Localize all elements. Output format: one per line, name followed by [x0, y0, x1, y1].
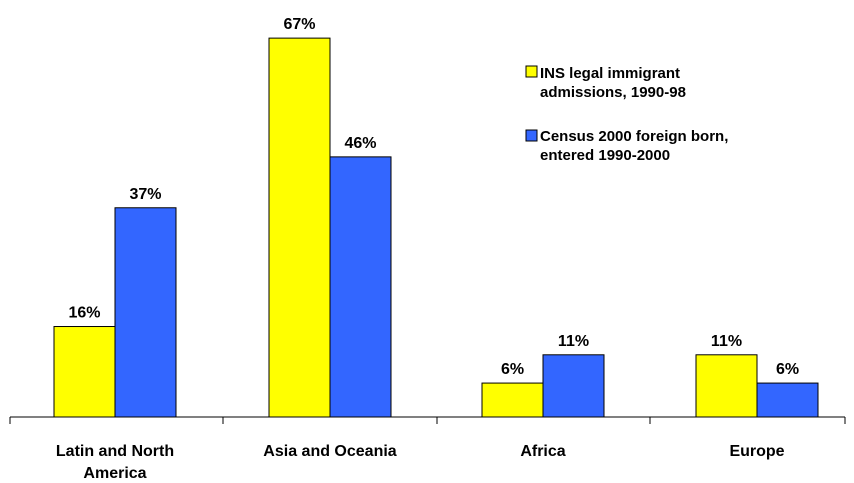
data-label-census-0: 37% — [129, 186, 161, 203]
legend-label-census: Census 2000 foreign born, entered 1990-20… — [540, 128, 728, 164]
data-label-ins-2: 6% — [501, 361, 524, 378]
legend-swatch-ins — [525, 65, 538, 78]
bar-census-0 — [114, 207, 177, 418]
data-label-census-2: 11% — [558, 333, 589, 350]
data-label-ins-1: 67% — [283, 16, 315, 33]
bar-ins-2 — [481, 382, 544, 418]
legend-swatch-census — [525, 129, 538, 142]
bar-ins-3 — [695, 354, 758, 418]
legend: INS legal immigrant admissions, 1990-98 Ce… — [525, 65, 728, 164]
data-label-census-3: 6% — [776, 361, 799, 378]
legend-label-ins: INS legal immigrant admissions, 1990-98 — [540, 65, 686, 101]
category-label-1: Asia and Oceania — [263, 443, 396, 460]
category-labels: Latin and North America Asia and Oceania Af… — [56, 443, 785, 482]
data-label-ins-3: 11% — [711, 333, 742, 350]
category-label-0: Latin and North America — [56, 443, 174, 482]
bar-census-2 — [542, 354, 605, 418]
bar-ins-0 — [53, 326, 116, 418]
bar-census-1 — [329, 156, 392, 418]
bar-census-3 — [756, 382, 819, 418]
data-label-census-1: 46% — [344, 135, 376, 152]
bars-group: 16% 37% 67% 46% 6% 11% 11% 6% — [53, 16, 819, 418]
bar-ins-1 — [268, 37, 331, 418]
data-label-ins-0: 16% — [68, 305, 100, 322]
category-label-2: Africa — [520, 443, 565, 460]
category-label-3: Europe — [729, 443, 784, 460]
x-axis — [9, 416, 846, 424]
